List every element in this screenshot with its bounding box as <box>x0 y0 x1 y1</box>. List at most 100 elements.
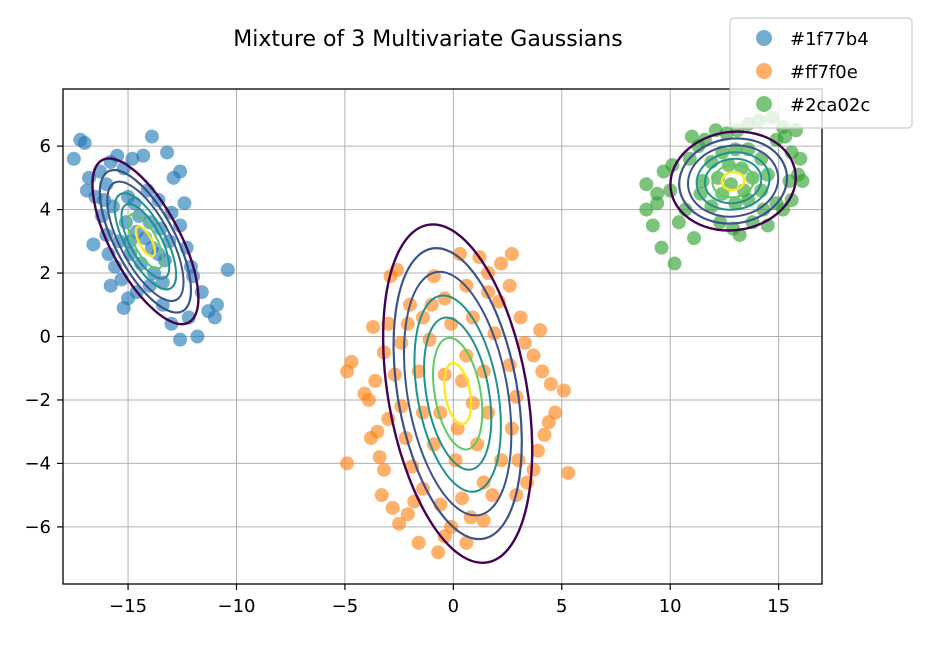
scatter-point <box>485 488 500 503</box>
scatter-point <box>144 129 159 144</box>
scatter-point <box>366 319 381 334</box>
scatter-point <box>392 516 407 531</box>
legend-label: #1f77b4 <box>790 29 869 50</box>
scatter-point <box>340 456 355 471</box>
legend-marker <box>756 30 772 46</box>
scatter-point <box>639 202 654 217</box>
contour-line <box>686 144 780 218</box>
scatter-point <box>444 519 459 534</box>
scatter-point <box>502 278 517 293</box>
scatter-point <box>517 335 532 350</box>
scatter-point <box>533 323 548 338</box>
contour-line <box>392 247 523 541</box>
scatter-point <box>177 196 192 211</box>
contour-line <box>432 336 484 451</box>
scatter-point <box>726 221 741 236</box>
scatter-point <box>556 383 571 398</box>
contour-line <box>98 168 193 314</box>
legend-label: #ff7f0e <box>790 62 858 83</box>
x-tick-label: 5 <box>556 596 567 617</box>
scatter-point <box>400 507 415 522</box>
contour-line <box>711 163 755 199</box>
scatter-point <box>470 437 485 452</box>
scatter-point <box>125 151 140 166</box>
contour-line <box>126 212 164 270</box>
scatter-point <box>66 151 81 166</box>
scatter-point <box>411 535 426 550</box>
scatter-point <box>543 377 558 392</box>
scatter-point <box>504 247 519 261</box>
scatter-point <box>671 215 686 230</box>
scatter-point <box>173 332 188 347</box>
legend-marker <box>756 96 772 112</box>
scatter-point <box>385 500 400 515</box>
scatter-point <box>754 151 769 166</box>
y-tick-label: 2 <box>40 263 51 284</box>
scatter-point <box>209 297 224 312</box>
grid <box>63 89 822 584</box>
x-tick-label: 15 <box>767 596 790 617</box>
scatter-point <box>374 488 389 503</box>
scatter-point <box>426 437 441 452</box>
contour-line <box>695 151 771 211</box>
scatter-point <box>795 174 810 189</box>
scatter-point <box>372 450 387 465</box>
scatter-point <box>476 475 491 490</box>
x-axis: −15 −10 −5 0 5 10 15 <box>109 584 790 617</box>
x-tick-label: −10 <box>217 596 255 617</box>
contour-line <box>443 361 473 426</box>
scatter-point <box>561 465 576 480</box>
y-tick-label: −2 <box>24 390 51 411</box>
scatter-point <box>526 462 541 477</box>
scatter-point <box>650 186 665 201</box>
contour-line <box>113 192 178 291</box>
scatter-point <box>142 278 157 293</box>
scatter-point <box>760 167 775 182</box>
scatter-point <box>687 231 702 246</box>
scatter-point <box>494 256 509 271</box>
scatter-point <box>160 145 175 160</box>
scatter-point <box>459 535 474 550</box>
scatter-point <box>437 291 452 306</box>
scatter-point <box>448 453 463 468</box>
contour-line <box>669 130 797 232</box>
contour-line <box>120 203 171 280</box>
legend: #1f77b4 #ff7f0e #2ca02c <box>729 17 913 129</box>
scatter-point <box>793 151 808 166</box>
x-tick-label: 10 <box>659 596 682 617</box>
y-tick-label: −6 <box>24 517 51 538</box>
contour-line <box>413 294 502 493</box>
contour-line <box>703 157 763 205</box>
scatter-point <box>77 135 92 150</box>
contour-line <box>91 157 200 326</box>
scatter-point <box>220 262 235 277</box>
scatter-point <box>357 386 372 401</box>
contour-line <box>403 270 513 517</box>
y-tick-label: 6 <box>40 136 51 157</box>
chart-title: Mixture of 3 Multivariate Gaussians <box>233 27 622 52</box>
scatter-point <box>340 364 355 379</box>
y-tick-label: 0 <box>40 327 51 348</box>
x-tick-label: 0 <box>448 596 459 617</box>
scatter-point <box>509 389 524 404</box>
scatter-point <box>513 310 528 325</box>
scatter-point <box>173 164 188 179</box>
contour-line <box>678 137 789 225</box>
scatter-point <box>370 424 385 439</box>
scatter-point <box>723 177 738 192</box>
legend-frame <box>729 17 913 129</box>
scatter-point <box>368 373 383 388</box>
scatter-point <box>376 462 391 477</box>
scatter-point <box>190 329 205 344</box>
scatter-point <box>86 237 101 252</box>
scatter-point <box>400 316 415 331</box>
x-tick-label: −5 <box>332 596 359 617</box>
scatter-point <box>431 545 446 560</box>
y-tick-label: −4 <box>24 453 51 474</box>
scatter-point <box>173 218 188 233</box>
scatter-point <box>526 348 541 363</box>
scatter-point <box>654 240 669 255</box>
scatter-point <box>155 297 170 312</box>
legend-label: #2ca02c <box>790 95 870 116</box>
legend-marker <box>756 63 772 79</box>
